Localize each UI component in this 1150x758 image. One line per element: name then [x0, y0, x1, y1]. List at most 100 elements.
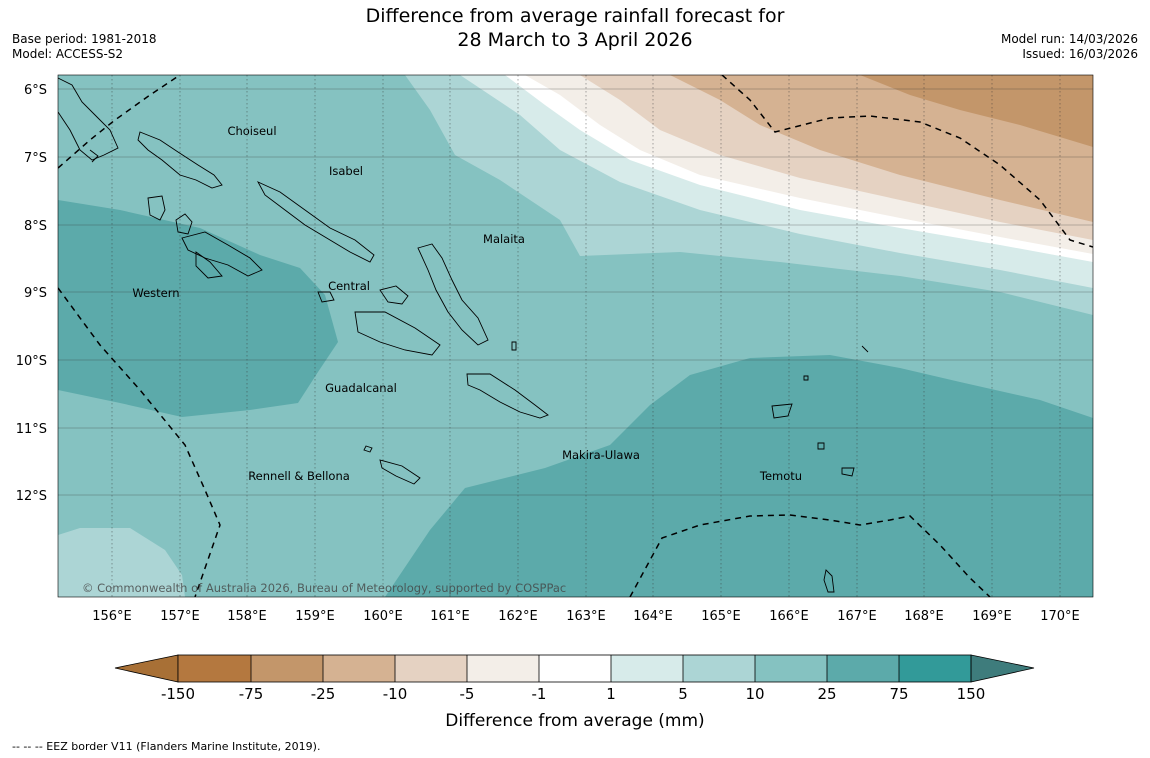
lon-label: 166°E: [769, 609, 809, 624]
colorbar-segment: [755, 655, 827, 682]
colorbar-tick: -75: [239, 685, 264, 703]
place-label-temotu: Temotu: [759, 469, 802, 483]
lon-label: 157°E: [160, 609, 200, 624]
lat-label: 7°S: [24, 151, 47, 166]
lon-label: 159°E: [295, 609, 335, 624]
island-shortland: [89, 149, 99, 163]
model-run: Model run: 14/03/2026: [1000, 32, 1138, 46]
title-line-2: 28 March to 3 April 2026: [457, 29, 693, 51]
lat-label: 8°S: [24, 219, 47, 234]
map-copyright: © Commonwealth of Australia 2026, Bureau…: [82, 581, 566, 595]
island-torres: [823, 569, 835, 593]
island-rennell: [379, 459, 421, 485]
island-nggela: [379, 285, 409, 305]
colorbar-tick: 1: [606, 685, 616, 703]
colorbar-segment: [899, 655, 971, 682]
colorbar-tick: -25: [311, 685, 336, 703]
colorbar-segment: [178, 655, 251, 682]
colorbar-tick: 25: [817, 685, 836, 703]
island-vella-lavella: [147, 195, 166, 221]
colorbar-tick: -5: [460, 685, 475, 703]
contour-neg75-neg25: [860, 75, 1093, 147]
island-santa-cruz: [771, 403, 793, 419]
colorbar-tick: -1: [532, 685, 547, 703]
meta-right: Model run: 14/03/2026 Issued: 16/03/2026: [1001, 32, 1138, 62]
contour-5-10-southwest: [58, 528, 185, 597]
colorbar-tick: 75: [889, 685, 908, 703]
contour-25-75-southeast: [385, 355, 1093, 597]
lat-label: 10°S: [16, 354, 47, 369]
island-bellona: [363, 445, 373, 453]
lon-label: 162°E: [498, 609, 538, 624]
island-rendova: [195, 251, 223, 279]
colorbar-legend: -150 -75 -25 -10 -5 -1 1 5 10 25 75 150 …: [114, 654, 1035, 731]
lon-label: 168°E: [904, 609, 944, 624]
lon-label: 161°E: [430, 609, 470, 624]
lon-label: 167°E: [837, 609, 877, 624]
island-makira: [466, 373, 549, 419]
lon-label: 160°E: [363, 609, 403, 624]
eez-footnote: -- -- -- EEZ border V11 (Flanders Marine…: [12, 740, 321, 753]
map-frame: [57, 74, 1094, 598]
island-guadalcanal: [354, 311, 441, 356]
eez-borders: [58, 75, 1093, 597]
lon-label: 169°E: [972, 609, 1012, 624]
lon-label: 158°E: [227, 609, 267, 624]
lon-labels: 156°E 157°E 158°E 159°E 160°E 161°E 162°…: [92, 609, 1080, 624]
islands: [58, 77, 869, 593]
colorbar-segment: [323, 655, 395, 682]
place-labels: Choiseul Isabel Malaita Western Central …: [132, 124, 802, 483]
place-label-western: Western: [132, 286, 179, 300]
colorbar-tick: 10: [745, 685, 764, 703]
place-label-makira-ulawa: Makira-Ulawa: [562, 448, 640, 462]
meta-left: Base period: 1981-2018 Model: ACCESS-S2: [12, 32, 157, 62]
colorbar-tick: 150: [957, 685, 986, 703]
contour-25-75-west: [58, 200, 338, 417]
lon-label: 170°E: [1040, 609, 1080, 624]
island-choiseul: [137, 131, 223, 189]
eez-border-south: [629, 514, 991, 597]
model-name: Model: ACCESS-S2: [12, 47, 124, 61]
colorbar-arrow-low: [114, 654, 179, 683]
island-russell: [317, 291, 335, 303]
colorbar-segment: [251, 655, 323, 682]
colorbar-segment: [683, 655, 755, 682]
island-ontong-java: [861, 345, 869, 353]
colorbar-tick: -150: [161, 685, 195, 703]
map-contours: [58, 75, 1093, 597]
lon-label: 165°E: [701, 609, 741, 624]
colorbar-segment: [827, 655, 899, 682]
place-label-guadalcanal: Guadalcanal: [325, 381, 397, 395]
island-ulawa: [511, 341, 517, 351]
island-bougainville: [58, 77, 119, 161]
place-label-malaita: Malaita: [483, 232, 525, 246]
place-label-choiseul: Choiseul: [227, 124, 276, 138]
lon-label: 164°E: [633, 609, 673, 624]
eez-border-northeast: [721, 75, 1093, 248]
island-utupua: [817, 442, 825, 450]
colorbar-arrow-high: [970, 654, 1035, 683]
rainfall-map: 6°S 7°S 8°S 9°S 10°S 11°S 12°S 156°E 157…: [16, 74, 1094, 624]
colorbar-tick: 5: [678, 685, 688, 703]
place-label-isabel: Isabel: [329, 164, 363, 178]
island-vanikoro: [841, 467, 855, 477]
colorbar-dividers: [250, 655, 900, 682]
island-kolombangara: [175, 213, 193, 235]
place-label-central: Central: [328, 279, 370, 293]
lat-labels: 6°S 7°S 8°S 9°S 10°S 11°S 12°S: [16, 83, 47, 504]
lat-label: 11°S: [16, 422, 47, 437]
lon-label: 156°E: [92, 609, 132, 624]
colorbar-ticks: -150 -75 -25 -10 -5 -1 1 5 10 25 75 150: [161, 685, 985, 703]
lon-label: 163°E: [566, 609, 606, 624]
issued-date: Issued: 16/03/2026: [1022, 47, 1138, 61]
eez-border-west: [58, 287, 221, 597]
lat-label: 6°S: [24, 83, 47, 98]
place-label-rennell-bellona: Rennell & Bellona: [248, 469, 350, 483]
island-malaita: [417, 243, 489, 346]
lat-label: 12°S: [16, 489, 47, 504]
island-isabel: [256, 181, 375, 263]
colorbar-frame: [177, 654, 972, 683]
title-line-1: Difference from average rainfall forecas…: [365, 5, 785, 27]
base-period: Base period: 1981-2018: [12, 32, 157, 46]
colorbar-segment: [539, 655, 611, 682]
